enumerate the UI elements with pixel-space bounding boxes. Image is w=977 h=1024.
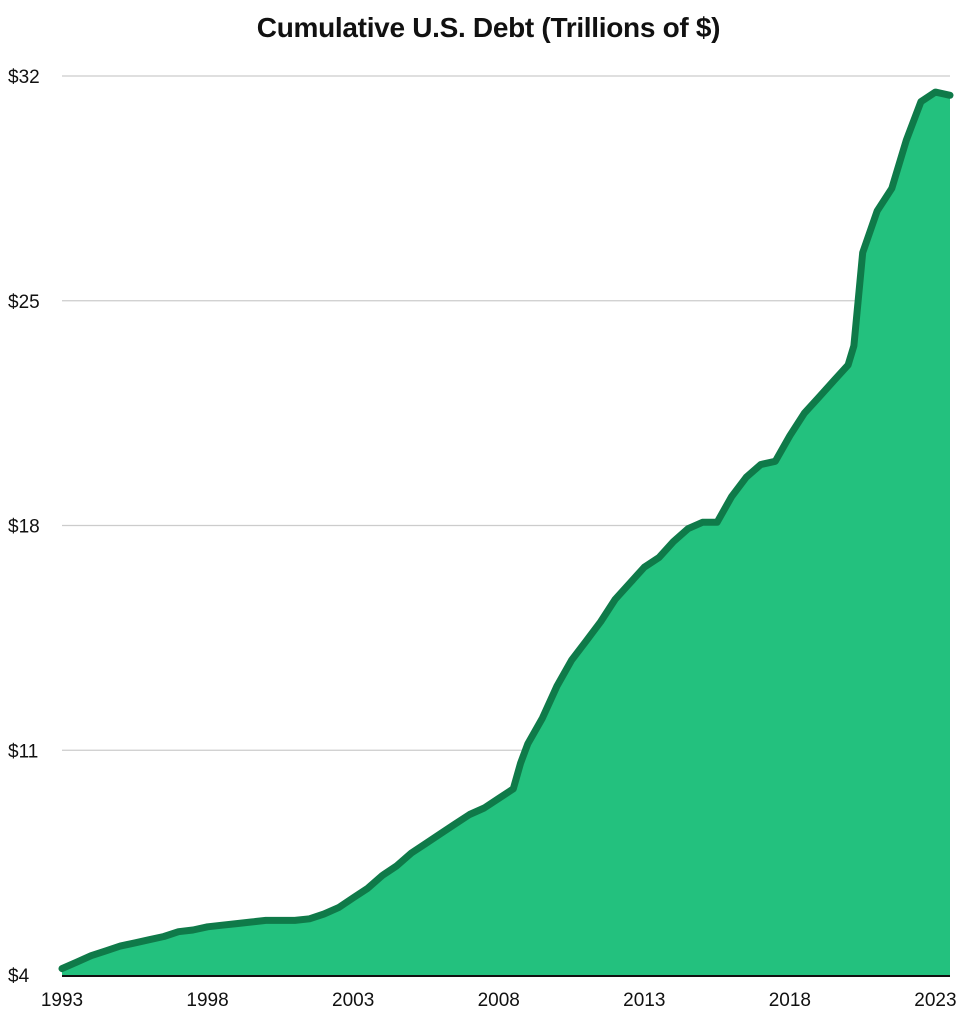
x-tick-label: 2018	[769, 990, 811, 1011]
debt-area-fill	[62, 92, 950, 976]
x-tick-label: 2013	[623, 990, 665, 1011]
x-tick-label: 1998	[186, 990, 228, 1011]
x-tick-label: 2023	[914, 990, 956, 1011]
y-tick-label: $4	[8, 966, 30, 987]
chart-title: Cumulative U.S. Debt (Trillions of $)	[256, 12, 721, 43]
x-axis-ticks: 1993 1998 2003 2008 2013 2018 2023	[41, 990, 957, 1011]
x-tick-label: 1993	[41, 990, 83, 1011]
debt-line	[58, 88, 954, 973]
y-tick-label: $18	[8, 517, 40, 538]
y-axis-ticks: $4 $11 $18 $25 $32	[8, 67, 40, 987]
y-tick-label: $32	[8, 67, 40, 88]
y-tick-label: $11	[8, 741, 38, 762]
x-tick-label: 2003	[332, 990, 374, 1011]
y-tick-label: $25	[8, 292, 40, 313]
x-tick-label: 2008	[478, 990, 520, 1011]
